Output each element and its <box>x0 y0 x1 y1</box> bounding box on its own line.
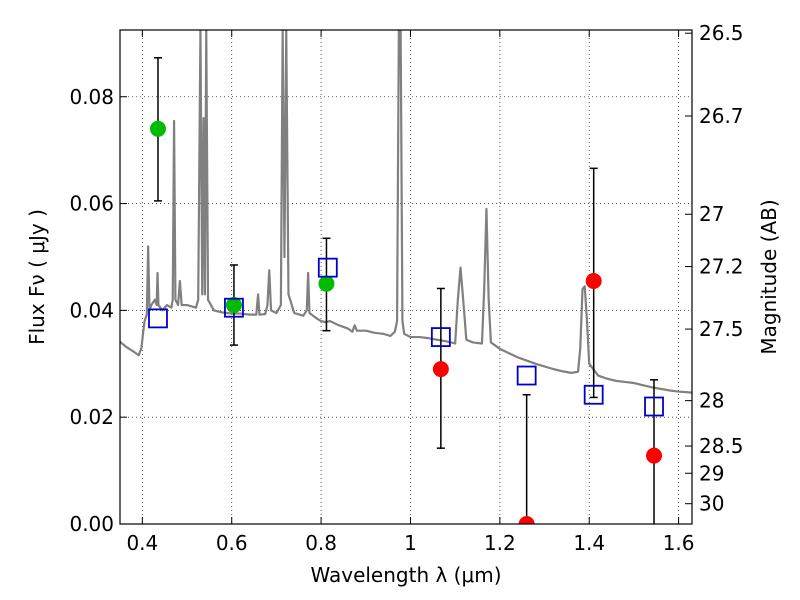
data-point-circle <box>432 361 449 378</box>
ticks-layer: 0.4 0.6 0.8 1 1.2 1.4 1.6 0.00 0.02 0.04 0.06 0.08 2… <box>69 21 743 555</box>
right-tick-label: 28 <box>699 389 724 413</box>
x-tick-label: 1.2 <box>484 531 516 555</box>
model-point-square <box>148 308 168 329</box>
right-tick-label: 26.5 <box>699 21 744 45</box>
x-tick-label: 1 <box>404 531 417 555</box>
model-spectrum-layer <box>120 30 692 394</box>
x-tick-label: 1.6 <box>663 531 695 555</box>
data-point-circle <box>225 297 242 314</box>
model-point-square <box>317 257 338 278</box>
x-tick-label: 0.6 <box>216 531 248 555</box>
model-point-square <box>516 365 537 386</box>
x-tick-label: 1.4 <box>573 531 605 555</box>
model-spectrum-line <box>120 30 692 394</box>
y-tick-label: 0.04 <box>69 298 114 322</box>
right-tick-label: 28.5 <box>699 434 744 458</box>
right-tick-label: 30 <box>699 492 724 516</box>
data-point-circle <box>149 120 166 137</box>
x-tick-label: 0.4 <box>126 531 158 555</box>
y-tick-label: 0.02 <box>69 405 114 429</box>
data-point-circle <box>646 447 663 464</box>
data-point-circle <box>318 275 335 292</box>
x-tick-label: 0.8 <box>305 531 337 555</box>
y-tick-label: 0.08 <box>69 85 114 109</box>
right-tick-label: 29 <box>699 461 724 485</box>
right-tick-label: 26.7 <box>699 104 744 128</box>
data-point-circle <box>518 516 535 524</box>
y-axis-title: Flux Fν ( μJy ) <box>25 209 49 345</box>
markers-layer <box>148 57 664 524</box>
model-point-square <box>224 297 244 318</box>
right-tick-label: 27.2 <box>699 255 744 279</box>
model-point-square <box>430 327 451 347</box>
right-tick-label: 27.5 <box>699 317 744 341</box>
right-tick-label: 27 <box>699 202 724 226</box>
data-point-circle <box>585 273 602 290</box>
model-point-square <box>644 396 664 417</box>
x-axis-title: Wavelength λ (μm) <box>310 563 501 587</box>
plot-frame <box>119 29 693 525</box>
y-tick-label: 0.00 <box>69 512 114 536</box>
grid-lines <box>120 30 692 524</box>
model-point-square <box>583 384 604 405</box>
y-axis-right-title: Magnitude (AB) <box>757 199 781 354</box>
y-tick-label: 0.06 <box>69 192 114 216</box>
